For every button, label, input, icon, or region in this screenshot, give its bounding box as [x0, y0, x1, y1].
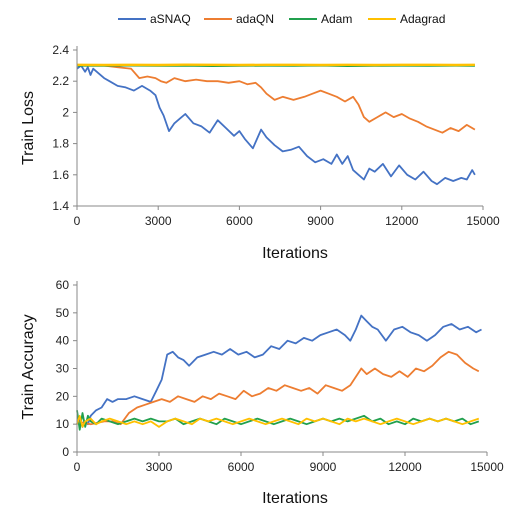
accuracy-y-axis-label: Train Accuracy [20, 314, 37, 419]
loss-y-tick-label: 2 [62, 105, 69, 119]
loss-y-tick-label: 1.8 [52, 137, 69, 151]
loss-x-tick-label: 6000 [226, 214, 253, 228]
legend-label-asnaq: aSNAQ [150, 12, 191, 26]
loss-x-tick-label: 9000 [307, 214, 334, 228]
accuracy-series-group [76, 314, 482, 431]
accuracy-y-tick-label: 20 [56, 389, 70, 403]
loss-line-adaqn [77, 64, 476, 134]
accuracy-line-adaqn [76, 350, 480, 426]
loss-axes: 0 3000 6000 9000 12000 15000 1.4 1.6 1.8 2 2.2 2.4 [52, 43, 500, 228]
loss-x-tick-label: 15000 [466, 214, 500, 228]
accuracy-axes: 0 3000 6000 9000 12000 15000 0 10 20 30 40 50 60 [56, 278, 504, 474]
accuracy-chart: 0 3000 6000 9000 12000 15000 0 10 20 30 40 50 60 Ite… [20, 278, 504, 507]
accuracy-y-tick-label: 10 [56, 417, 70, 431]
accuracy-y-tick-label: 50 [56, 306, 70, 320]
accuracy-y-tick-label: 30 [56, 362, 70, 376]
loss-y-tick-label: 1.4 [52, 199, 69, 213]
legend: aSNAQ adaQN Adam Adagrad [118, 12, 445, 26]
accuracy-x-tick-label: 3000 [146, 460, 173, 474]
loss-series-group [76, 63, 476, 186]
loss-chart: 0 3000 6000 9000 12000 150001.41.61.822.22.4 … [20, 43, 500, 262]
loss-line-asnaq [76, 64, 476, 186]
accuracy-x-tick-label: 0 [74, 460, 81, 474]
loss-y-tick-label: 2.4 [52, 43, 69, 57]
accuracy-y-tick-label: 60 [56, 278, 70, 292]
accuracy-x-axis-label: Iterations [262, 490, 328, 507]
accuracy-x-tick-label: 15000 [470, 460, 504, 474]
accuracy-line-adagrad [76, 414, 480, 428]
loss-x-tick-label: 0 [74, 214, 81, 228]
accuracy-y-tick-label: 0 [62, 445, 69, 459]
accuracy-x-tick-label: 6000 [228, 460, 255, 474]
loss-y-tick-label: 1.6 [52, 168, 69, 182]
loss-x-tick-label: 12000 [385, 214, 419, 228]
legend-label-adam: Adam [321, 12, 352, 26]
loss-x-tick-label: 3000 [145, 214, 172, 228]
accuracy-line-asnaq [76, 314, 482, 428]
accuracy-x-tick-label: 12000 [388, 460, 422, 474]
accuracy-line-adam [76, 410, 480, 431]
loss-y-axis-label: Train Loss [20, 91, 37, 165]
loss-y-tick-label: 2.2 [52, 74, 69, 88]
legend-label-adagrad: Adagrad [400, 12, 445, 26]
accuracy-x-tick-label: 9000 [310, 460, 337, 474]
loss-x-axis-label: Iterations [262, 245, 328, 262]
accuracy-y-tick-label: 40 [56, 334, 70, 348]
legend-label-adaqn: adaQN [236, 12, 274, 26]
